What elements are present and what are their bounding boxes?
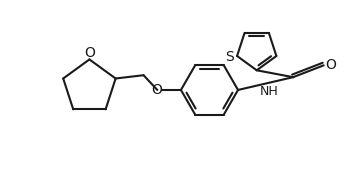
Text: S: S [225,50,234,64]
Text: O: O [325,58,336,72]
Text: O: O [84,46,95,60]
Text: NH: NH [260,85,279,98]
Text: O: O [151,83,162,97]
